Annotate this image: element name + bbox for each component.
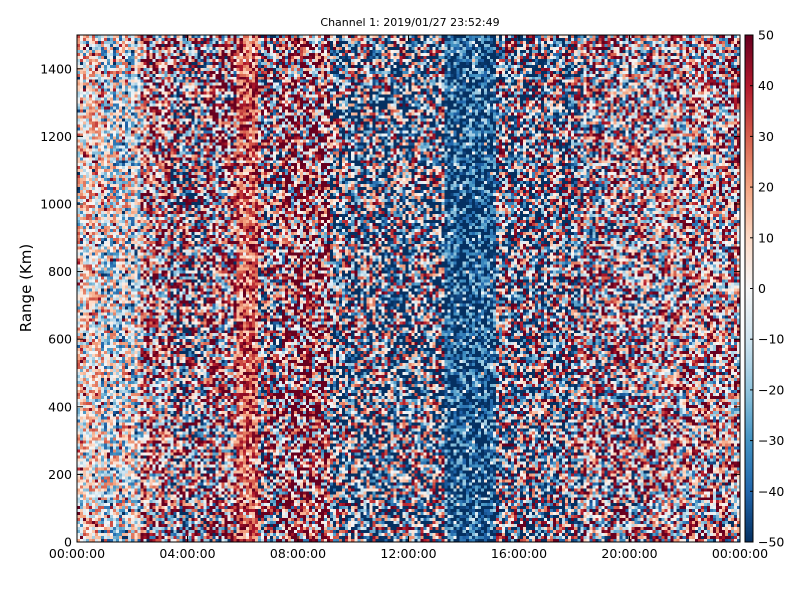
colorbar: 50 40 30 20 10 0 −10 −20 −30 −40 −50: [744, 28, 784, 550]
heatmap-image: [77, 35, 740, 542]
chart-title: Channel 1: 2019/01/27 23:52:49: [320, 16, 499, 29]
colorbar-tick-label: 30: [758, 129, 774, 144]
colorbar-tick-label: 50: [758, 28, 774, 43]
x-tick-label: 00:00:00: [712, 546, 768, 561]
colorbar-tick-label: 0: [758, 281, 766, 296]
x-axis: 00:00:00 04:00:00 08:00:00 12:00:00 16:00:00…: [49, 35, 768, 561]
colorbar-tick-label: −40: [758, 484, 784, 499]
x-tick-label: 00:00:00: [49, 546, 105, 561]
colorbar-tick-label: 10: [758, 230, 774, 245]
x-tick-label: 16:00:00: [491, 546, 547, 561]
heatmap-area: [77, 35, 740, 542]
y-tick-label: 1400: [40, 61, 72, 76]
colorbar-gradient: [745, 35, 753, 542]
x-tick-label: 12:00:00: [380, 546, 436, 561]
colorbar-tick-label: −20: [758, 382, 784, 397]
colorbar-tick-label: −50: [758, 535, 784, 550]
y-tick-label: 600: [48, 332, 72, 347]
y-tick-label: 800: [48, 264, 72, 279]
y-tick-label: 200: [48, 467, 72, 482]
colorbar-tick-label: −10: [758, 332, 784, 347]
y-axis-label: Range (Km): [17, 244, 35, 332]
colorbar-tick-label: 40: [758, 78, 774, 93]
y-tick-label: 1000: [40, 197, 72, 212]
colorbar-tick-label: −30: [758, 433, 784, 448]
y-tick-label: 1200: [40, 129, 72, 144]
x-tick-label: 08:00:00: [270, 546, 326, 561]
x-tick-label: 20:00:00: [601, 546, 657, 561]
y-tick-label: 400: [48, 399, 72, 414]
x-tick-label: 04:00:00: [159, 546, 215, 561]
colorbar-tick-label: 20: [758, 180, 774, 195]
y-tick-label: 0: [64, 535, 72, 550]
y-axis: 0 200 400 600 800 1000 1200 1400: [40, 61, 740, 550]
